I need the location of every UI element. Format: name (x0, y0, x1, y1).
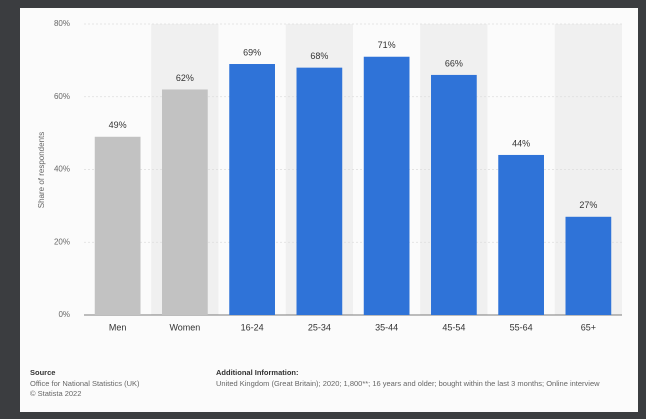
y-tick-label: 40% (54, 165, 70, 174)
data-label: 68% (310, 51, 328, 61)
x-tick-label: Men (109, 322, 127, 332)
x-tick-label: 25-34 (308, 322, 331, 332)
data-label: 71% (378, 40, 396, 50)
data-label: 62% (176, 73, 194, 83)
info-text: United Kingdom (Great Britain); 2020; 1,… (216, 379, 600, 388)
data-label: 49% (109, 120, 127, 130)
x-tick-label: 65+ (581, 322, 596, 332)
x-tick-label: 45-54 (442, 322, 465, 332)
bar (94, 136, 141, 315)
y-tick-label: 20% (54, 237, 70, 246)
y-axis-label: Share of respondents (37, 132, 46, 209)
source-line: © Statista 2022 (30, 389, 81, 398)
data-label: 66% (445, 58, 463, 68)
x-tick-label: 55-64 (510, 322, 533, 332)
source-line: Office for National Statistics (UK) (30, 379, 140, 388)
info-heading: Additional Information: (216, 368, 299, 377)
bar (431, 74, 477, 315)
x-tick-label: Women (169, 322, 200, 332)
data-label: 27% (579, 200, 597, 210)
bar (498, 154, 544, 315)
bar (162, 89, 208, 315)
bar (363, 56, 410, 316)
source-heading: Source (30, 368, 55, 377)
data-label: 44% (512, 138, 530, 148)
bar (296, 67, 343, 316)
bar (565, 216, 612, 315)
y-tick-label: 0% (58, 310, 70, 319)
data-label: 69% (243, 47, 261, 57)
y-tick-label: 60% (54, 92, 70, 101)
x-tick-label: 35-44 (375, 322, 398, 332)
y-tick-label: 80% (54, 19, 70, 28)
bar (229, 64, 275, 315)
x-tick-label: 16-24 (241, 322, 264, 332)
